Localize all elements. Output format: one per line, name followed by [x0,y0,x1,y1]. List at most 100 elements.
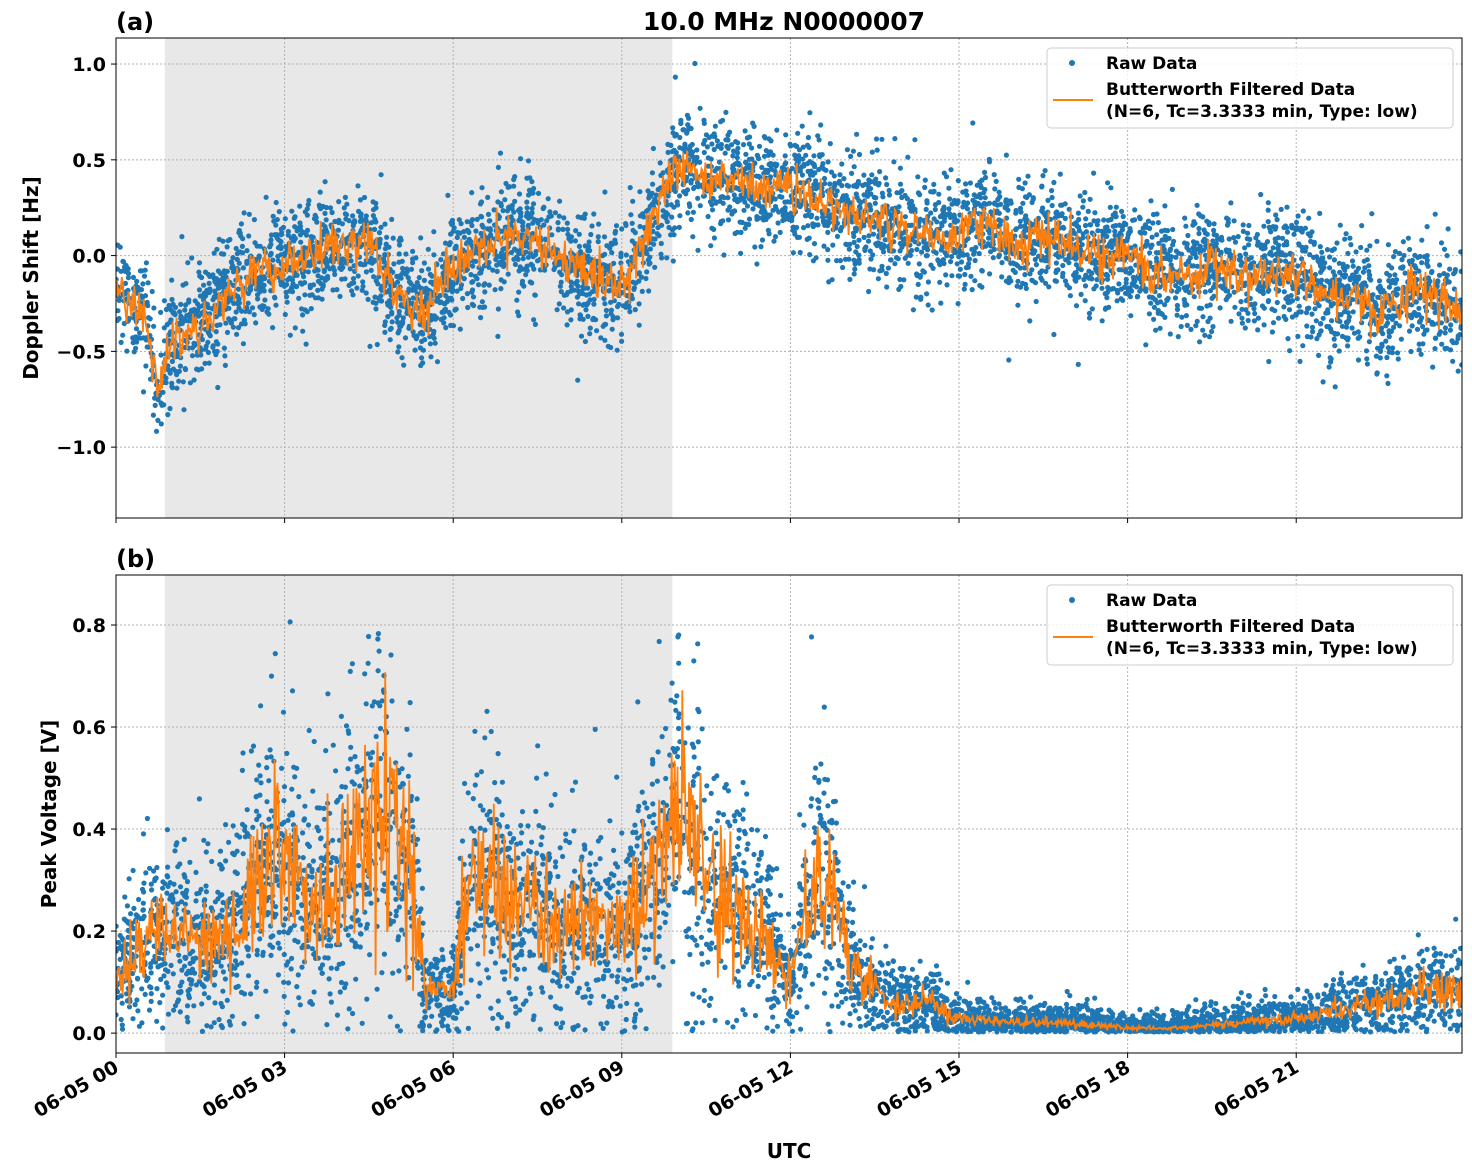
raw-data-point [1242,325,1248,331]
raw-data-point [730,163,736,169]
raw-data-point [529,205,535,212]
raw-data-point [386,287,393,293]
raw-data-point [1304,323,1310,329]
raw-data-point [880,249,887,255]
raw-data-point [601,234,608,240]
raw-data-point [1232,304,1238,310]
raw-data-point [1154,300,1161,306]
raw-data-point [649,170,656,176]
raw-data-point [1309,311,1315,317]
raw-data-point [775,220,781,226]
raw-data-point [526,192,532,198]
raw-data-point [1169,186,1175,192]
raw-data-point [1125,235,1131,241]
raw-data-point [431,335,437,341]
raw-data-point [1390,345,1396,351]
raw-data-point [378,172,384,178]
raw-data-point [585,313,591,319]
raw-data-point [520,223,526,229]
raw-data-point [1055,254,1062,260]
raw-data-point [374,341,380,348]
raw-data-point [1406,328,1413,334]
raw-data-point [895,256,901,262]
raw-data-point [321,267,327,273]
raw-data-point [155,417,161,423]
raw-data-point [221,345,227,351]
raw-data-point [630,227,636,233]
raw-data-point [866,233,872,239]
raw-data-point [861,172,867,178]
raw-data-point [395,274,401,280]
raw-data-point [1315,258,1321,264]
raw-data-point [866,177,872,183]
raw-data-point [891,248,897,254]
raw-data-point [1248,301,1254,308]
raw-data-point [1030,196,1036,202]
raw-data-point [1104,295,1110,301]
raw-data-point [1303,310,1310,316]
raw-data-point [868,256,874,262]
raw-data-point [588,231,594,238]
raw-data-point [840,264,846,271]
raw-data-point [572,238,579,244]
raw-data-point [434,359,441,365]
raw-data-point [1313,318,1319,324]
raw-data-point [387,337,393,343]
raw-data-point [947,214,954,220]
raw-data-point [1210,324,1216,330]
raw-data-point [220,275,226,281]
raw-data-point [723,137,729,143]
raw-data-point [1260,287,1266,293]
raw-data-point [695,247,701,253]
raw-data-point [1174,312,1180,318]
raw-data-point [1366,268,1372,275]
raw-data-point [1174,289,1180,295]
raw-data-point [800,144,806,150]
raw-data-point [1173,248,1179,254]
raw-data-point [516,191,523,197]
raw-data-point [1123,280,1129,286]
raw-data-point [275,258,281,264]
raw-data-point [1287,348,1293,354]
raw-data-point [620,303,627,309]
raw-data-point [1367,243,1373,249]
raw-data-point [902,255,908,261]
raw-data-point [485,194,491,200]
raw-data-point [1194,318,1200,324]
raw-data-point [734,160,741,166]
raw-data-point [396,259,402,265]
raw-data-point [638,274,645,280]
raw-data-point [919,249,925,255]
raw-data-point [1317,210,1323,216]
raw-data-point [204,301,210,307]
raw-data-point [1293,227,1299,233]
raw-data-point [682,142,688,148]
raw-data-point [1113,204,1119,210]
raw-data-point [993,178,999,184]
raw-data-point [971,249,978,255]
raw-data-point [652,264,658,270]
raw-data-point [413,255,419,261]
raw-data-point [169,380,175,386]
raw-data-point [578,333,585,339]
raw-data-point [1245,317,1251,324]
raw-data-point [1045,197,1051,203]
raw-data-point [452,307,458,313]
raw-data-point [1281,313,1287,320]
raw-data-point [1266,358,1272,365]
raw-data-point [576,243,583,249]
raw-data-point [1314,336,1320,342]
raw-data-point [1395,356,1401,362]
raw-data-point [1331,257,1337,263]
raw-data-point [335,227,341,233]
raw-data-point [1119,227,1125,233]
raw-data-point [905,154,911,160]
raw-data-point [1308,334,1314,340]
raw-data-point [668,232,674,238]
raw-data-point [1013,227,1019,233]
raw-data-point [298,239,304,245]
raw-data-point [535,190,542,196]
raw-data-point [854,131,860,137]
raw-data-point [1210,238,1216,244]
raw-data-point [431,229,437,235]
